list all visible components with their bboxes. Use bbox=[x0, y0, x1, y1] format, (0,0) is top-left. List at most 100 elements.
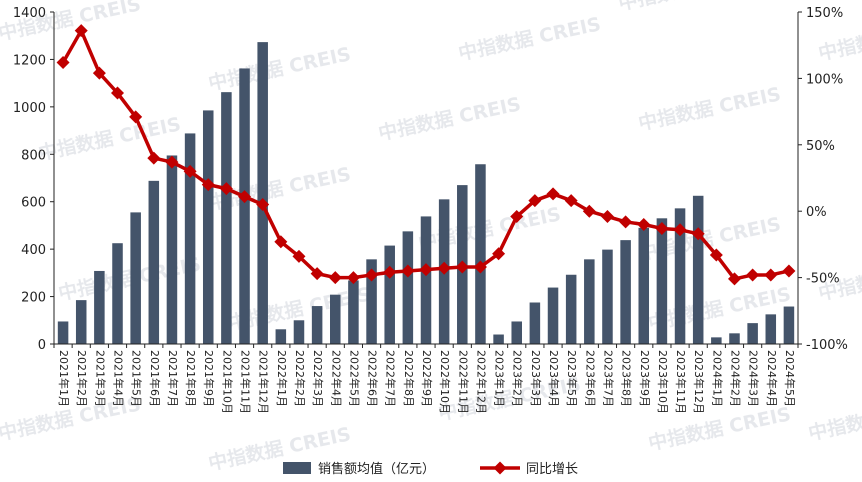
bar bbox=[402, 231, 414, 344]
growth-marker bbox=[782, 264, 796, 278]
x-tick-label: 2024年3月 bbox=[747, 350, 761, 407]
left-tick-label: 400 bbox=[21, 243, 46, 258]
x-tick-label: 2023年10月 bbox=[656, 350, 670, 414]
x-tick-label: 2021年6月 bbox=[148, 350, 162, 407]
x-tick-label: 2022年5月 bbox=[347, 350, 361, 407]
watermark-text: 中指数据 CREIS bbox=[806, 392, 862, 445]
x-tick-label: 2021年4月 bbox=[112, 350, 126, 407]
x-tick-label: 2021年12月 bbox=[257, 350, 271, 414]
bar bbox=[366, 259, 377, 344]
growth-marker bbox=[165, 155, 179, 169]
x-tick-label: 2024年2月 bbox=[728, 350, 742, 407]
x-tick-label: 2023年6月 bbox=[583, 350, 597, 407]
x-tick-label: 2022年12月 bbox=[474, 350, 488, 414]
bar bbox=[638, 227, 650, 344]
x-tick-label: 2022年10月 bbox=[438, 350, 452, 414]
x-tick-label: 2024年1月 bbox=[710, 350, 724, 407]
growth-marker bbox=[201, 178, 215, 192]
right-tick-label: -50% bbox=[806, 272, 840, 287]
growth-marker bbox=[274, 235, 288, 249]
legend: 销售额均值（亿元） 同比增长 bbox=[283, 461, 578, 477]
x-tick-label: 2023年7月 bbox=[601, 350, 615, 407]
bar bbox=[75, 300, 87, 344]
growth-marker bbox=[147, 151, 161, 165]
growth-marker bbox=[310, 267, 324, 281]
growth-marker bbox=[419, 263, 433, 277]
bar bbox=[384, 245, 395, 344]
left-tick-label: 1000 bbox=[13, 101, 46, 116]
x-tick-label: 2021年1月 bbox=[57, 350, 71, 407]
bar bbox=[765, 314, 777, 344]
growth-marker bbox=[111, 86, 125, 100]
legend-line-label: 同比增长 bbox=[526, 462, 578, 477]
x-tick-label: 2021年10月 bbox=[220, 350, 234, 414]
bar bbox=[166, 155, 178, 344]
growth-marker bbox=[528, 194, 542, 208]
x-tick-label: 2022年6月 bbox=[366, 350, 380, 407]
watermark-text: 中指数据 CREIS bbox=[416, 202, 563, 255]
bar bbox=[94, 270, 105, 344]
bar bbox=[57, 321, 69, 344]
right-tick-label: 100% bbox=[806, 72, 843, 87]
growth-marker bbox=[727, 272, 741, 286]
bar bbox=[493, 334, 504, 344]
bar bbox=[221, 92, 232, 344]
x-tick-label: 2022年8月 bbox=[402, 350, 416, 407]
left-tick-label: 600 bbox=[21, 196, 46, 211]
bar bbox=[184, 133, 196, 344]
bar bbox=[275, 329, 287, 344]
x-tick-label: 2022年4月 bbox=[329, 350, 343, 407]
watermark-text: 中指数据 CREIS bbox=[456, 12, 603, 65]
bar bbox=[656, 218, 668, 344]
growth-marker bbox=[473, 260, 487, 274]
x-tick-label: 2023年2月 bbox=[511, 350, 525, 407]
growth-marker bbox=[56, 55, 70, 69]
growth-marker bbox=[600, 210, 614, 224]
x-tick-label: 2022年2月 bbox=[293, 350, 307, 407]
growth-marker bbox=[183, 164, 197, 178]
growth-marker bbox=[582, 204, 596, 218]
bar bbox=[692, 195, 704, 344]
x-tick-label: 2023年8月 bbox=[620, 350, 634, 407]
bar bbox=[348, 280, 359, 344]
x-tick-label: 2023年3月 bbox=[529, 350, 543, 407]
growth-marker bbox=[564, 194, 578, 208]
x-tick-label: 2023年9月 bbox=[638, 350, 652, 407]
growth-marker bbox=[401, 264, 415, 278]
watermark-text: 中指数据 CREIS bbox=[636, 82, 783, 135]
legend-bar-label: 销售额均值（亿元） bbox=[318, 461, 435, 477]
growth-marker bbox=[691, 227, 705, 241]
bar bbox=[239, 68, 250, 344]
right-tick-label: 50% bbox=[806, 139, 835, 154]
bar bbox=[420, 216, 432, 344]
x-tick-label: 2021年2月 bbox=[75, 350, 89, 407]
bar bbox=[602, 249, 613, 344]
x-tick-label: 2022年11月 bbox=[456, 350, 470, 414]
left-tick-label: 800 bbox=[21, 148, 46, 163]
x-tick-label: 2022年9月 bbox=[420, 350, 434, 407]
bar bbox=[130, 212, 141, 344]
left-tick-label: 0 bbox=[38, 338, 46, 353]
bar bbox=[747, 323, 758, 344]
axes: 0 200 400 600 800 1000 1200 1400 -100% -50% 0% 50% 1… bbox=[13, 6, 848, 353]
x-tick-label: 2021年7月 bbox=[166, 350, 180, 407]
growth-marker bbox=[510, 210, 524, 224]
x-axis-labels: 2021年1月 2021年2月 2021年3月 2021年4月 2021年5月 2021年… bbox=[57, 350, 797, 414]
growth-marker bbox=[709, 248, 723, 262]
bar bbox=[620, 240, 631, 344]
growth-marker bbox=[619, 215, 633, 229]
bar bbox=[511, 321, 522, 344]
bar bbox=[547, 287, 559, 344]
growth-marker bbox=[492, 247, 506, 261]
left-tick-label: 1200 bbox=[13, 53, 46, 68]
bar bbox=[565, 274, 577, 344]
bar bbox=[584, 259, 595, 344]
growth-marker bbox=[655, 221, 669, 235]
x-tick-label: 2022年3月 bbox=[311, 350, 325, 407]
growth-marker bbox=[383, 265, 397, 279]
growth-marker bbox=[74, 24, 88, 38]
right-tick-label: 150% bbox=[806, 6, 843, 21]
bar bbox=[711, 337, 722, 344]
x-tick-label: 2021年9月 bbox=[202, 350, 216, 407]
growth-marker bbox=[673, 223, 687, 237]
